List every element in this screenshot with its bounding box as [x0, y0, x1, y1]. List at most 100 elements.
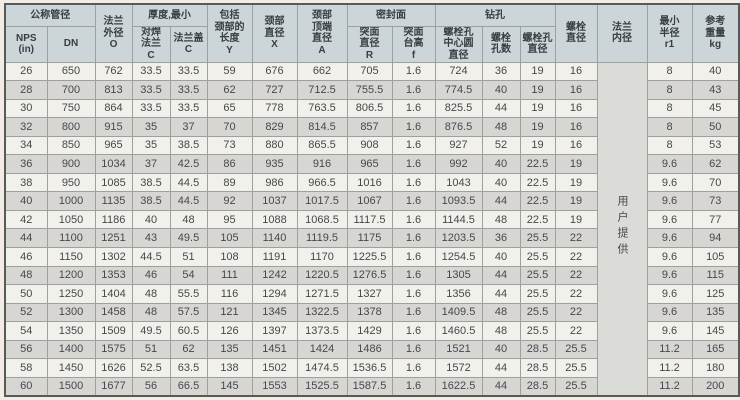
table-row: 48 1200 1353 46 54 111 1242 1220.5 1276.5 1.6 1305… — [4, 265, 740, 286]
cell-bolt_dia: 22 — [554, 302, 598, 323]
cell-flange_cover_c: 54 — [169, 265, 208, 286]
table-row: 60 1500 1677 56 66.5 145 1553 1525.5 1587.5 1.6 16… — [4, 376, 740, 397]
cell-bolt_dia: 22 — [554, 284, 598, 304]
cell-bolt_circle_dia: 1622.5 — [434, 376, 483, 397]
cell-neck_top_dia_a: 916 — [296, 154, 348, 174]
cell-weld_neck_flange_c: 35 — [131, 135, 171, 156]
cell-dn: 800 — [46, 117, 96, 137]
cell-neck_dia_x: 1037 — [251, 191, 298, 211]
cell-flange_cover_c: 63.5 — [169, 358, 208, 378]
cell-bolt_hole_dia: 25.5 — [519, 302, 556, 323]
cell-raised_face_height_f: 1.6 — [391, 321, 436, 341]
cell-ref_weight_kg: 135 — [691, 302, 740, 323]
cell-raised_face_height_f: 1.6 — [391, 98, 436, 119]
cell-bolt_circle_dia: 825.5 — [434, 98, 483, 119]
table-row: 30 750 864 33.5 33.5 65 778 763.5 806.5 1.6 825.5 4… — [4, 98, 740, 119]
cell-raised_face_dia_r: 1587.5 — [346, 376, 393, 397]
cell-dn: 750 — [46, 98, 96, 119]
table-row: 40 1000 1135 38.5 44.5 92 1037 1017.5 1067 1.6 109… — [4, 191, 740, 211]
cell-ref_weight_kg: 145 — [691, 321, 740, 341]
cell-neck_top_dia_a: 1017.5 — [296, 191, 348, 211]
header-bolt-circle-diameter: 螺栓孔 中心圆 直径 — [434, 25, 483, 63]
table-row: 56 1400 1575 51 62 135 1451 1424 1486 1.6 1521 40 28… — [4, 339, 740, 360]
cell-flange_cover_c: 33.5 — [169, 98, 208, 119]
cell-bolt_circle_dia: 774.5 — [434, 80, 483, 100]
cell-bolt_hole_dia: 25.5 — [519, 284, 556, 304]
cell-ref_weight_kg: 45 — [691, 98, 740, 119]
cell-bolt_circle_dia: 1144.5 — [434, 209, 483, 230]
cell-weld_neck_flange_c: 33.5 — [131, 98, 171, 119]
cell-dn: 1500 — [46, 376, 96, 397]
header-bolt-diameter: 螺栓 直径 — [554, 3, 598, 63]
cell-flange_od_o: 762 — [94, 61, 133, 82]
cell-dn: 1000 — [46, 191, 96, 211]
cell-bolt_hole_count: 44 — [481, 358, 521, 378]
header-neck-diameter: 颈部 直径 X — [251, 3, 298, 63]
cell-flange_cover_c: 66.5 — [169, 376, 208, 397]
cell-bolt_dia: 22 — [554, 246, 598, 267]
cell-raised_face_dia_r: 705 — [346, 61, 393, 82]
cell-flange_od_o: 1034 — [94, 154, 133, 174]
cell-bolt_dia: 19 — [554, 172, 598, 193]
cell-neck_top_dia_a: 1525.5 — [296, 376, 348, 397]
cell-raised_face_dia_r: 1225.5 — [346, 246, 393, 267]
cell-bolt_circle_dia: 1093.5 — [434, 191, 483, 211]
cell-length_incl_neck_y: 108 — [206, 246, 253, 267]
cell-length_incl_neck_y: 138 — [206, 358, 253, 378]
cell-bolt_circle_dia: 1460.5 — [434, 321, 483, 341]
cell-raised_face_height_f: 1.6 — [391, 61, 436, 82]
cell-weld_neck_flange_c: 37 — [131, 154, 171, 174]
header-sealing-face-group: 密封面 — [346, 3, 436, 27]
cell-bolt_hole_count: 44 — [481, 265, 521, 286]
cell-length_incl_neck_y: 89 — [206, 172, 253, 193]
cell-bolt_dia: 19 — [554, 209, 598, 230]
cell-dn: 1100 — [46, 228, 96, 248]
table-row: 52 1300 1458 48 57.5 121 1345 1322.5 1378 1.6 1409… — [4, 302, 740, 323]
cell-bolt_hole_count: 40 — [481, 246, 521, 267]
header-dn: DN — [46, 25, 96, 63]
cell-bolt_hole_dia: 28.5 — [519, 339, 556, 360]
cell-neck_dia_x: 1345 — [251, 302, 298, 323]
cell-neck_top_dia_a: 814.5 — [296, 117, 348, 137]
header-min-radius: 最小 半径 r1 — [646, 3, 693, 63]
cell-neck_top_dia_a: 712.5 — [296, 80, 348, 100]
cell-min_radius_r1: 9.6 — [646, 302, 693, 323]
cell-length_incl_neck_y: 95 — [206, 209, 253, 230]
cell-weld_neck_flange_c: 49.5 — [131, 321, 171, 341]
cell-bolt_circle_dia: 876.5 — [434, 117, 483, 137]
cell-weld_neck_flange_c: 38.5 — [131, 172, 171, 193]
cell-nps: 42 — [4, 209, 48, 230]
header-group-row: 公称管径 法兰 外径 O 厚度,最小 包括 颈部的 长度 Y 颈部 直径 X 颈… — [4, 3, 740, 63]
cell-bolt_circle_dia: 1521 — [434, 339, 483, 360]
cell-neck_dia_x: 1242 — [251, 265, 298, 286]
cell-raised_face_dia_r: 1486 — [346, 339, 393, 360]
cell-raised_face_height_f: 1.6 — [391, 80, 436, 100]
header-ref-weight: 参考 重量 kg — [691, 3, 740, 63]
cell-bolt_hole_dia: 22.5 — [519, 172, 556, 193]
cell-flange_od_o: 1085 — [94, 172, 133, 193]
cell-bolt_hole_dia: 19 — [519, 80, 556, 100]
table-row: 58 1450 1626 52.5 63.5 138 1502 1474.5 1536.5 1.6… — [4, 358, 740, 378]
cell-nps: 28 — [4, 80, 48, 100]
cell-length_incl_neck_y: 92 — [206, 191, 253, 211]
cell-min_radius_r1: 9.6 — [646, 228, 693, 248]
header-raised-face-height: 突面 台高 f — [391, 25, 436, 63]
flange-bore-user-provided-cell: 用户提供 — [596, 61, 648, 397]
cell-min_radius_r1: 9.6 — [646, 265, 693, 286]
cell-weld_neck_flange_c: 40 — [131, 209, 171, 230]
cell-raised_face_dia_r: 1117.5 — [346, 209, 393, 230]
cell-bolt_hole_count: 36 — [481, 61, 521, 82]
cell-nps: 34 — [4, 135, 48, 156]
cell-nps: 46 — [4, 246, 48, 267]
cell-bolt_hole_count: 48 — [481, 302, 521, 323]
cell-raised_face_height_f: 1.6 — [391, 339, 436, 360]
cell-raised_face_height_f: 1.6 — [391, 358, 436, 378]
cell-min_radius_r1: 11.2 — [646, 376, 693, 397]
cell-bolt_hole_count: 48 — [481, 321, 521, 341]
cell-nps: 40 — [4, 191, 48, 211]
cell-raised_face_dia_r: 908 — [346, 135, 393, 156]
cell-bolt_hole_dia: 28.5 — [519, 376, 556, 397]
cell-bolt_hole_dia: 19 — [519, 98, 556, 119]
cell-raised_face_height_f: 1.6 — [391, 376, 436, 397]
